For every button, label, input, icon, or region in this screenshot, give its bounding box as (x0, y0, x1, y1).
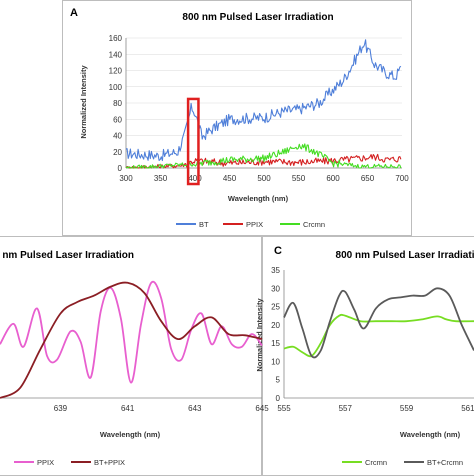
panel-b-series-bt-ppix (0, 281, 263, 399)
panel-a-ylabel: Normalized Intensity (79, 65, 88, 139)
panel-a-ytick-label: 140 (109, 50, 123, 59)
panel-c-ylabel: Normalized Intensity (255, 298, 264, 372)
panel-c-xtick-label: 559 (400, 404, 414, 413)
panel-a-legend-label-crcmn: Crcmn (303, 220, 325, 229)
panel-b-series-ppix (0, 280, 263, 384)
panel-c-series-crcmn (283, 313, 474, 358)
panel-a-xtick-label: 650 (361, 174, 375, 183)
panel-a-ytick-label: 20 (113, 148, 122, 157)
panel-a-ytick-label: 80 (113, 99, 122, 108)
panel-b-title: 0 nm Pulsed Laser Irradiation (0, 250, 134, 261)
panel-b-xtick-label: 645 (255, 404, 269, 413)
panel-a-xtick-label: 550 (292, 174, 306, 183)
panel-b-xtick-label: 643 (188, 404, 202, 413)
panel-a-ytick-label: 160 (109, 34, 123, 43)
panel-c-ytick-label: 10 (271, 357, 280, 366)
panel-a-legend-label-ppix: PPIX (246, 220, 263, 229)
panel-c-xtick-label: 555 (277, 404, 291, 413)
panel-c-ytick-label: 15 (271, 339, 280, 348)
panel-b-xlabel: Wavelength (nm) (100, 430, 161, 439)
panel-a-ytick-label: 100 (109, 83, 123, 92)
panel-c-title: 800 nm Pulsed Laser Irradiati (336, 250, 474, 261)
panel-b-xtick-label: 641 (121, 404, 135, 413)
panel-a-xtick-label: 350 (154, 174, 168, 183)
panel-a-ytick-label: 120 (109, 67, 123, 76)
panel-c-ytick-label: 5 (276, 376, 281, 385)
panel-a-xlabel: Wavelength (nm) (228, 194, 289, 203)
panel-c-ytick-label: 30 (271, 284, 280, 293)
panel-b-xtick-label: 639 (54, 404, 68, 413)
panel-a-letter: A (70, 7, 78, 19)
panel-c-ytick-label: 35 (271, 266, 280, 275)
panel-a-ytick-label: 60 (113, 115, 122, 124)
panel-a-xtick-label: 500 (257, 174, 271, 183)
panel-c-letter: C (274, 245, 282, 257)
panel-c-xtick-label: 557 (339, 404, 353, 413)
panel-c-legend-label-bt-crcmn: BT+Crcmn (427, 458, 463, 467)
panel-a-xtick-label: 600 (326, 174, 340, 183)
panel-a-xtick-label: 700 (395, 174, 409, 183)
panel-a-title: 800 nm Pulsed Laser Irradiation (182, 12, 333, 23)
panel-a-xtick-label: 300 (119, 174, 133, 183)
panel-c-series-bt-crcmn (283, 287, 474, 359)
panel-c-xlabel: Wavelength (nm) (400, 430, 461, 439)
panel-a-xtick-label: 450 (223, 174, 237, 183)
panel-a-series-bt (125, 39, 402, 162)
panel-c-frame (262, 236, 474, 476)
panel-a-ytick-label: 0 (118, 164, 123, 173)
panel-a-frame (62, 0, 412, 236)
panel-b-frame (0, 236, 262, 476)
panel-b-legend-label-bt-ppix: BT+PPIX (94, 458, 125, 467)
panel-a-ytick-label: 40 (113, 132, 122, 141)
panel-a-xtick-label: 400 (188, 174, 202, 183)
panel-c-ytick-label: 25 (271, 303, 280, 312)
panel-a-legend-label-bt: BT (199, 220, 209, 229)
panel-c-xtick-label: 561 (461, 404, 474, 413)
panel-c-legend-label-crcmn: Crcmn (365, 458, 387, 467)
panel-c-ytick-label: 0 (276, 394, 281, 403)
panel-a-highlight-box (186, 97, 200, 186)
panel-c-ytick-label: 20 (271, 321, 280, 330)
panel-b-legend-label-ppix: PPIX (37, 458, 54, 467)
panel-a-series-crcmn (125, 143, 402, 169)
